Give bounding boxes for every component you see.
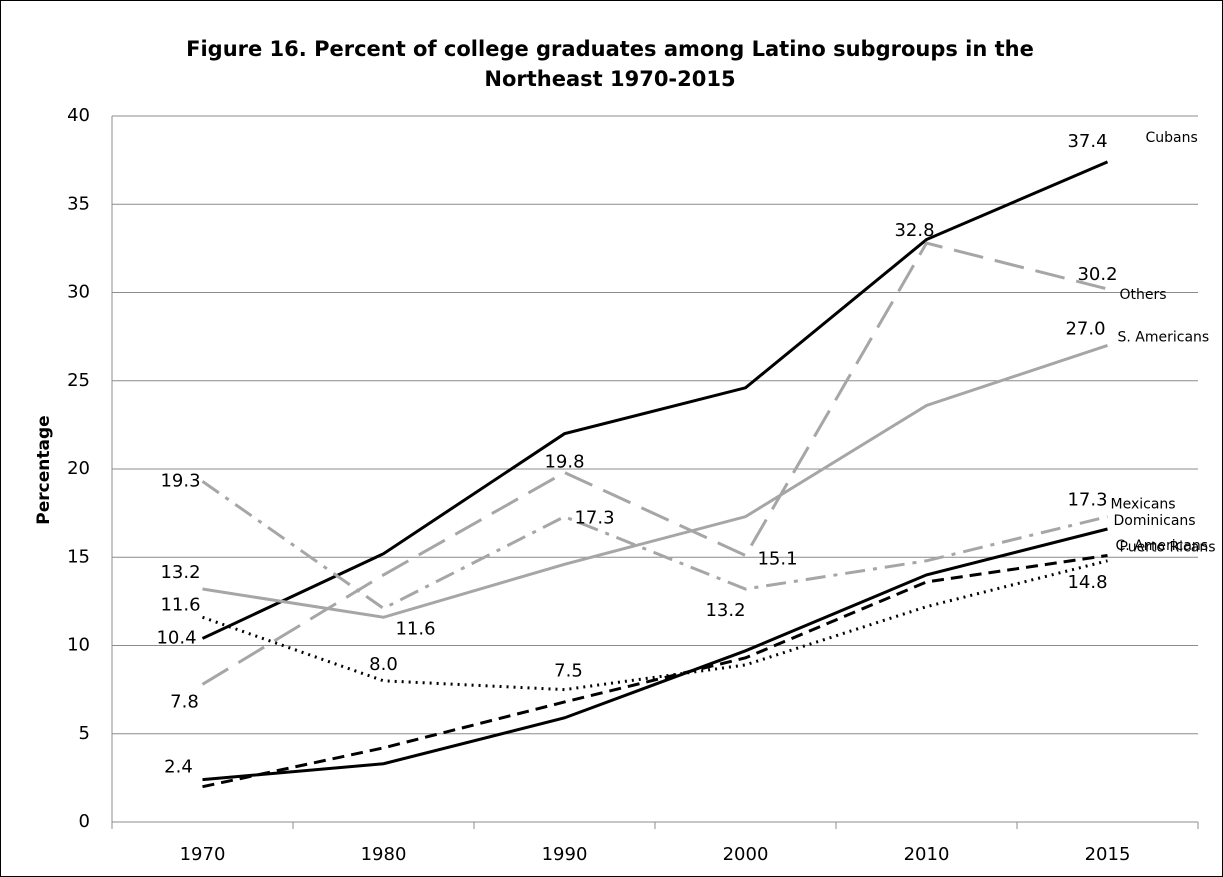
y-tick-label: 5 xyxy=(79,723,90,744)
series-name: Dominicans xyxy=(1114,513,1196,529)
data-label: 10.4 xyxy=(156,627,196,648)
chart-title: Figure 16. Percent of college graduates … xyxy=(186,37,1034,61)
x-tick-label: 2000 xyxy=(723,844,769,865)
data-label: 19.3 xyxy=(160,470,200,491)
y-tick-label: 20 xyxy=(67,458,90,479)
series-name: Cubans xyxy=(1146,130,1198,146)
data-label: 11.6 xyxy=(160,594,200,615)
y-tick-label: 10 xyxy=(67,635,90,656)
data-label: 17.3 xyxy=(574,508,614,529)
y-axis-label: Percentage xyxy=(34,415,54,524)
data-label: 37.4 xyxy=(1067,131,1107,152)
series-name: C. Americans xyxy=(1116,538,1209,554)
series-name: Mexicans xyxy=(1111,497,1176,513)
data-label: 32.8 xyxy=(894,220,934,241)
series-line xyxy=(202,527,1108,782)
data-label: 27.0 xyxy=(1065,318,1105,339)
series-line xyxy=(202,344,1108,619)
data-label: 30.2 xyxy=(1077,264,1117,285)
series-line xyxy=(201,160,1109,640)
y-tick-label: 30 xyxy=(67,282,90,303)
data-label: 17.3 xyxy=(1067,490,1107,511)
x-tick-label: 2010 xyxy=(904,844,950,865)
data-label: 8.0 xyxy=(369,654,398,675)
data-label: 13.2 xyxy=(705,600,745,621)
series-name: S. Americans xyxy=(1118,329,1210,345)
data-label: 7.5 xyxy=(554,661,583,682)
y-tick-label: 15 xyxy=(67,546,90,567)
series-name: Others xyxy=(1120,287,1167,303)
data-label: 19.8 xyxy=(544,452,584,473)
y-tick-label: 35 xyxy=(67,193,90,214)
x-tick-label: 2015 xyxy=(1085,844,1131,865)
data-label: 14.8 xyxy=(1067,572,1107,593)
data-label: 11.6 xyxy=(395,618,435,639)
data-label: 7.8 xyxy=(170,691,199,712)
series-line xyxy=(201,241,1108,686)
x-tick-label: 1980 xyxy=(361,844,407,865)
y-tick-label: 40 xyxy=(67,105,90,126)
series-line xyxy=(202,554,1108,789)
y-tick-label: 25 xyxy=(67,370,90,391)
x-tick-label: 1990 xyxy=(542,844,588,865)
data-label: 13.2 xyxy=(160,562,200,583)
data-label: 15.1 xyxy=(757,548,797,569)
chart-title: Northeast 1970-2015 xyxy=(484,67,735,91)
y-tick-label: 0 xyxy=(79,811,90,832)
series-name: Puerto Ricans xyxy=(1120,539,1216,555)
series-line xyxy=(201,480,1108,611)
data-label: 2.4 xyxy=(164,757,193,778)
x-tick-label: 1970 xyxy=(180,844,226,865)
